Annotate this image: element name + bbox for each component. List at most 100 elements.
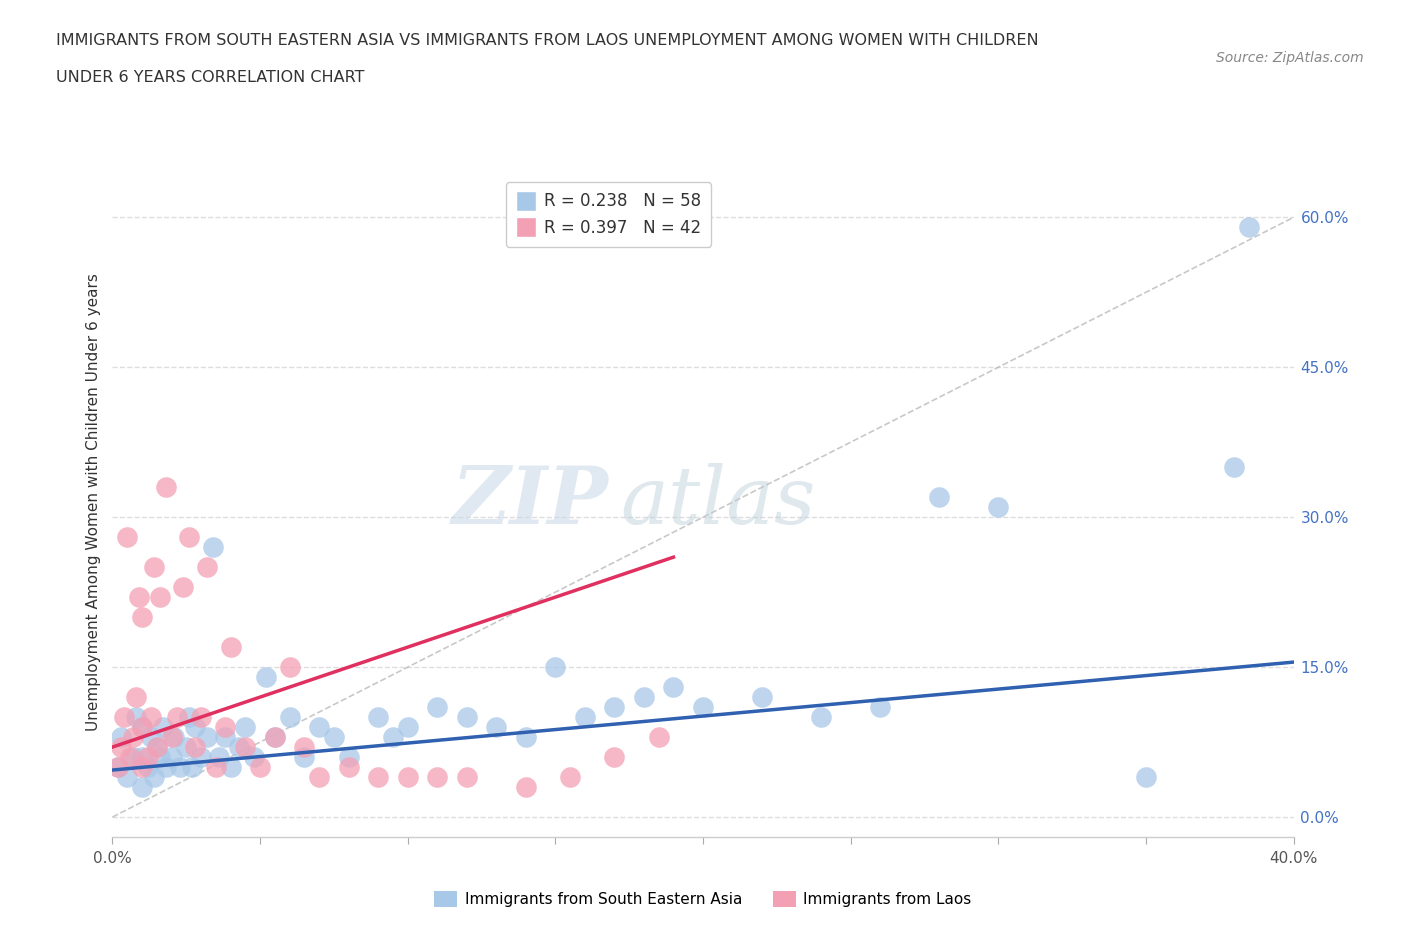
Point [117,530,138,545]
Point [163,730,186,745]
Point [233,739,256,754]
Point [214,730,236,745]
Point [233,720,256,735]
Point [751,690,773,705]
Point [149,590,172,604]
Point [120,750,142,764]
Point [337,760,360,775]
Point [382,730,405,745]
Text: Source: ZipAtlas.com: Source: ZipAtlas.com [1216,51,1364,65]
Point [278,659,301,674]
Y-axis label: Unemployment Among Women with Children Under 6 years: Unemployment Among Women with Children U… [86,273,101,731]
Point [558,770,582,785]
Point [264,730,287,745]
Point [155,480,177,495]
Point [692,699,714,714]
Point [456,770,478,785]
Point [160,750,183,764]
Point [869,699,891,714]
Point [367,770,389,785]
Point [219,760,242,775]
Point [149,750,172,764]
Point [131,760,153,775]
Point [337,750,360,764]
Point [166,710,188,724]
Point [633,690,655,705]
Point [122,730,145,745]
Point [160,730,183,745]
Point [190,710,212,724]
Point [243,750,266,764]
Point [367,710,389,724]
Text: atlas: atlas [620,463,815,541]
Point [292,750,315,764]
Point [515,730,537,745]
Point [184,739,207,754]
Point [169,760,191,775]
Point [110,739,132,754]
Point [131,720,153,735]
Point [190,750,212,764]
Point [122,750,145,764]
Point [139,730,162,745]
Point [987,499,1010,514]
Point [249,760,271,775]
Text: ZIP: ZIP [451,463,609,541]
Point [195,730,218,745]
Point [323,730,346,745]
Point [128,590,150,604]
Point [208,750,231,764]
Point [125,710,148,724]
Point [928,490,950,505]
Point [201,539,224,554]
Point [112,710,135,724]
Point [544,659,567,674]
Point [426,699,449,714]
Point [214,720,236,735]
Point [181,760,204,775]
Point [131,610,153,625]
Point [117,770,138,785]
Point [146,739,169,754]
Point [810,710,832,724]
Point [152,720,174,735]
Point [264,730,287,745]
Legend: Immigrants from South Eastern Asia, Immigrants from Laos: Immigrants from South Eastern Asia, Immi… [429,884,977,913]
Point [278,710,301,724]
Point [131,779,153,794]
Point [456,710,478,724]
Point [195,560,218,575]
Point [179,710,201,724]
Point [107,760,129,775]
Point [426,770,449,785]
Point [1223,459,1246,474]
Point [228,739,250,754]
Point [139,710,162,724]
Point [174,739,197,754]
Point [146,739,169,754]
Point [184,720,207,735]
Point [485,720,508,735]
Point [396,770,419,785]
Point [136,760,159,775]
Point [308,720,330,735]
Point [205,760,228,775]
Point [396,720,419,735]
Point [647,730,671,745]
Point [172,579,194,594]
Point [107,760,129,775]
Point [219,640,242,655]
Point [603,699,626,714]
Point [574,710,596,724]
Point [110,730,132,745]
Point [131,720,153,735]
Text: UNDER 6 YEARS CORRELATION CHART: UNDER 6 YEARS CORRELATION CHART [56,70,364,85]
Point [662,680,685,695]
Point [254,670,277,684]
Point [179,530,201,545]
Point [131,750,153,764]
Point [308,770,330,785]
Point [515,779,537,794]
Point [142,560,165,575]
Point [1135,770,1157,785]
